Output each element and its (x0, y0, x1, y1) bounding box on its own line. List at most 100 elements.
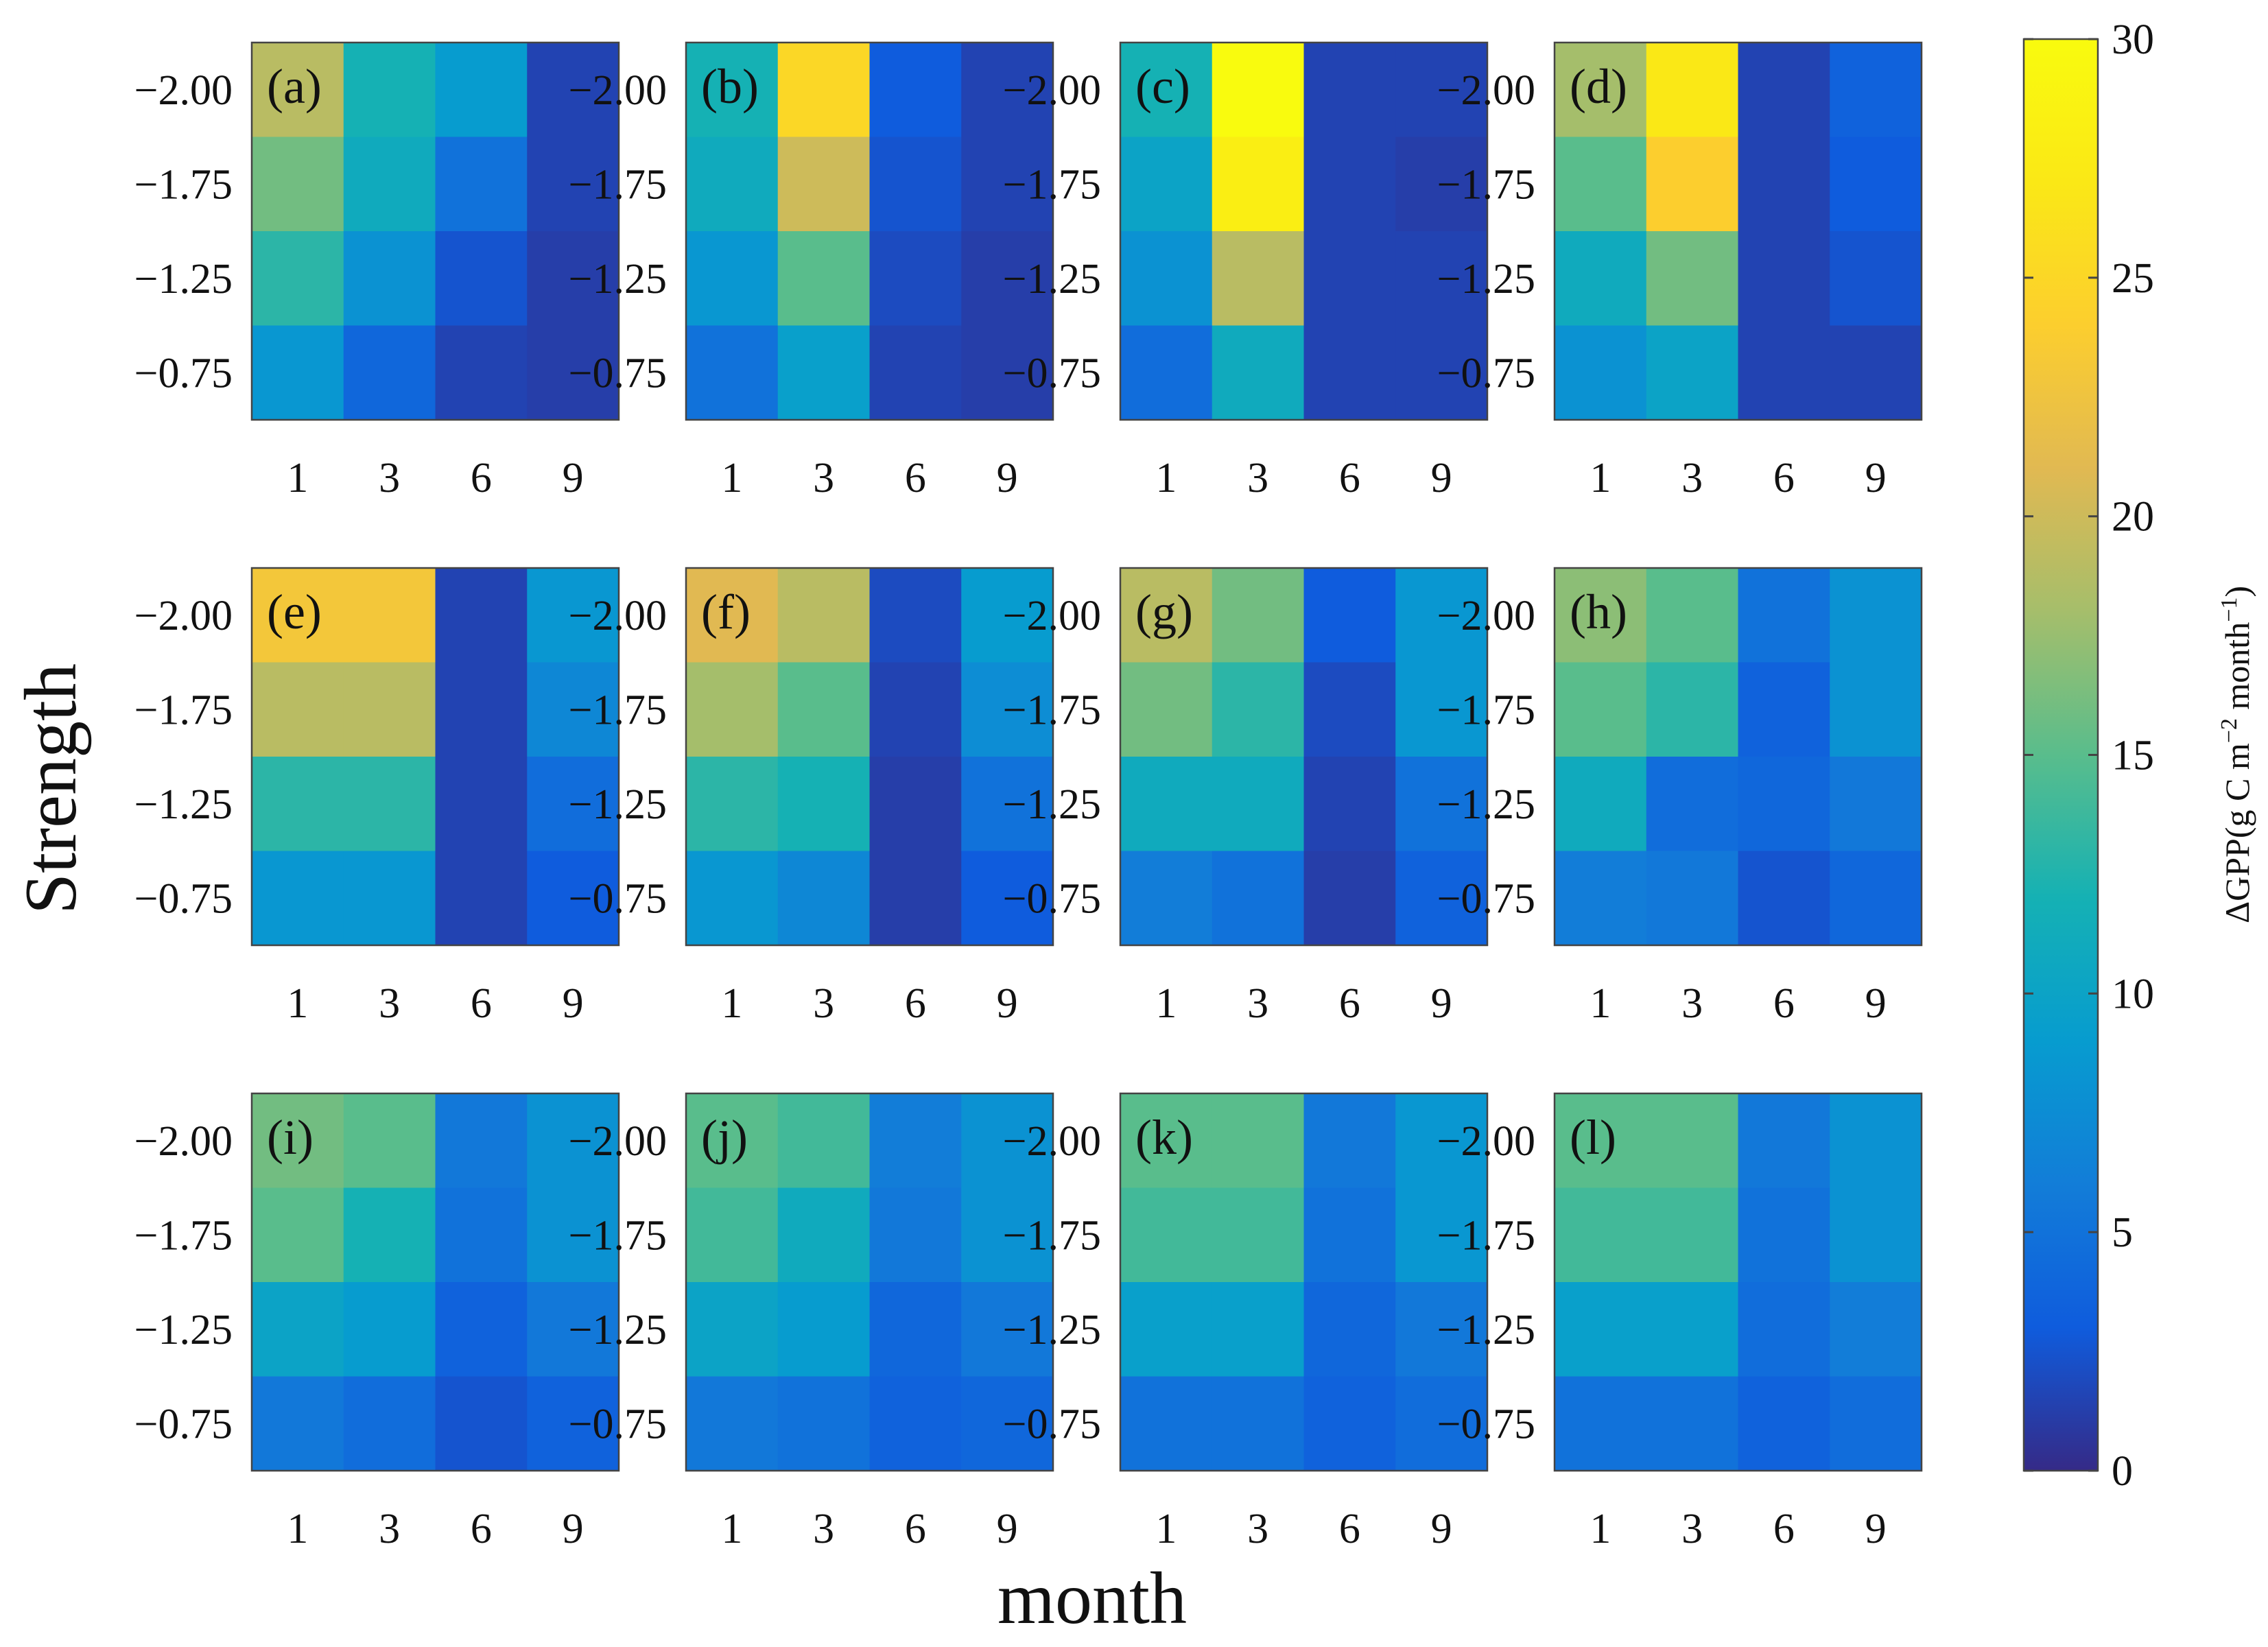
y-tick-label: −2.00 (134, 1118, 233, 1165)
y-tick-label: −0.75 (134, 875, 233, 922)
heatmap-cell (1830, 662, 1922, 757)
heatmap-cell (686, 568, 779, 663)
heatmap-cell (527, 568, 619, 663)
heatmap-cell (1303, 43, 1397, 138)
heatmap-cell (777, 325, 871, 420)
heatmap-cell (1212, 757, 1305, 852)
heatmap-cell (1395, 851, 1488, 946)
heatmap-cell (1646, 231, 1739, 327)
heatmap-cell (961, 1282, 1054, 1377)
y-tick-label: −2.00 (134, 67, 233, 114)
heatmap-cell (1738, 43, 1831, 138)
heatmap-cell (1555, 662, 1647, 757)
heatmap-cell (1395, 1187, 1488, 1283)
x-tick-label: 1 (721, 455, 742, 501)
y-tick-label: −1.75 (1437, 1212, 1535, 1259)
y-tick-label: −1.75 (1437, 687, 1535, 733)
panel-label: (a) (267, 59, 322, 114)
y-tick-label: −1.75 (569, 161, 667, 208)
y-axis-title: Strength (10, 663, 92, 914)
heatmap-cell (1555, 757, 1647, 852)
heatmap-cell (869, 662, 962, 757)
heatmap-cell (252, 757, 344, 852)
x-tick-label: 9 (563, 1506, 584, 1552)
colorbar-gradient (2024, 39, 2098, 1471)
y-tick-label: −1.25 (1003, 1307, 1101, 1353)
heatmap-cell (252, 568, 344, 663)
heatmap-cell (343, 1093, 436, 1189)
y-tick-label: −2.00 (1003, 593, 1101, 639)
heatmap-cell (961, 662, 1054, 757)
y-tick-label: −1.75 (1003, 1212, 1101, 1259)
y-tick-label: −1.25 (1437, 1307, 1535, 1353)
heatmap-cell (961, 325, 1054, 420)
heatmap-cell (777, 662, 871, 757)
heatmap-cell (1212, 325, 1305, 420)
heatmap-panel: (c) 1 3 6 9 −2.00 −1.75 −1.25 −0.75 (1003, 41, 1489, 501)
y-tick-label: −0.75 (1437, 350, 1535, 396)
heatmap-cell (1303, 1187, 1397, 1283)
heatmap-cell (527, 1282, 619, 1377)
heatmap-cell (961, 43, 1054, 138)
y-tick-label: −0.75 (569, 1401, 667, 1447)
heatmap-cell (1212, 1282, 1305, 1377)
heatmap-cell (527, 231, 619, 327)
heatmap-cell (1646, 1376, 1739, 1471)
heatmap-cell (1830, 43, 1922, 138)
heatmap-cell (777, 1376, 871, 1471)
heatmap-cell (435, 1376, 528, 1471)
panel-label: (h) (1570, 584, 1627, 639)
heatmap-cell (1738, 1282, 1831, 1377)
x-tick-label: 3 (379, 1506, 400, 1552)
y-tick-label: −1.75 (134, 1212, 233, 1259)
x-tick-label: 1 (1155, 980, 1177, 1027)
x-tick-label: 9 (1431, 455, 1452, 501)
panel-label: (f) (701, 584, 751, 639)
heatmap-cell (1555, 851, 1647, 946)
x-tick-label: 6 (1339, 455, 1360, 501)
x-tick-label: 9 (1865, 455, 1887, 501)
heatmap-cell (1738, 757, 1831, 852)
heatmap-cell (1120, 1376, 1213, 1471)
heatmap-cell (1212, 568, 1305, 663)
x-tick-label: 3 (1681, 1506, 1703, 1552)
y-tick-label: −1.75 (569, 1212, 667, 1259)
heatmap-panel: (d) 1 3 6 9 −2.00 −1.75 −1.25 −0.75 (1437, 41, 1923, 501)
heatmap-cell (343, 757, 436, 852)
panel-frame (685, 41, 1054, 421)
heatmap-cell (869, 1187, 962, 1283)
panel-label: (k) (1135, 1110, 1193, 1165)
x-tick-label: 3 (813, 455, 834, 501)
heatmap-cell (1303, 231, 1397, 327)
heatmap-cell (435, 851, 528, 946)
heatmap-cell (1303, 137, 1397, 232)
heatmap-cell (1120, 1187, 1213, 1283)
heatmap-cell (1555, 325, 1647, 420)
x-tick-label: 3 (1681, 980, 1703, 1027)
panel-label: (i) (267, 1110, 314, 1165)
heatmap-cell (869, 851, 962, 946)
heatmap-cell (777, 231, 871, 327)
y-tick-label: −1.25 (569, 1307, 667, 1353)
heatmap-cell (1395, 1093, 1488, 1189)
heatmap-cell (686, 1376, 779, 1471)
heatmap-cell (1646, 137, 1739, 232)
heatmap-cell (1830, 757, 1922, 852)
heatmap-cell (869, 568, 962, 663)
heatmap-cell (1303, 1282, 1397, 1377)
x-tick-label: 1 (1590, 455, 1611, 501)
heatmap-cell (1120, 43, 1213, 138)
heatmap-panel: (f) 1 3 6 9 −2.00 −1.75 −1.25 −0.75 (569, 567, 1054, 1027)
y-tick-label: −1.75 (1437, 161, 1535, 208)
heatmap-cell (1120, 137, 1213, 232)
y-tick-label: −1.25 (1003, 781, 1101, 828)
heatmap-panel: (a) 1 3 6 9 −2.00 −1.75 −1.25 −0.75 (134, 41, 620, 501)
heatmap-cell (777, 1093, 871, 1189)
heatmap-cell (1555, 1282, 1647, 1377)
x-tick-label: 3 (813, 1506, 834, 1552)
x-tick-label: 6 (1773, 455, 1795, 501)
heatmap-cell (343, 137, 436, 232)
x-tick-label: 6 (1773, 1506, 1795, 1552)
y-tick-label: −0.75 (569, 350, 667, 396)
heatmap-panel: (k) 1 3 6 9 −2.00 −1.75 −1.25 −0.75 (1003, 1092, 1489, 1552)
